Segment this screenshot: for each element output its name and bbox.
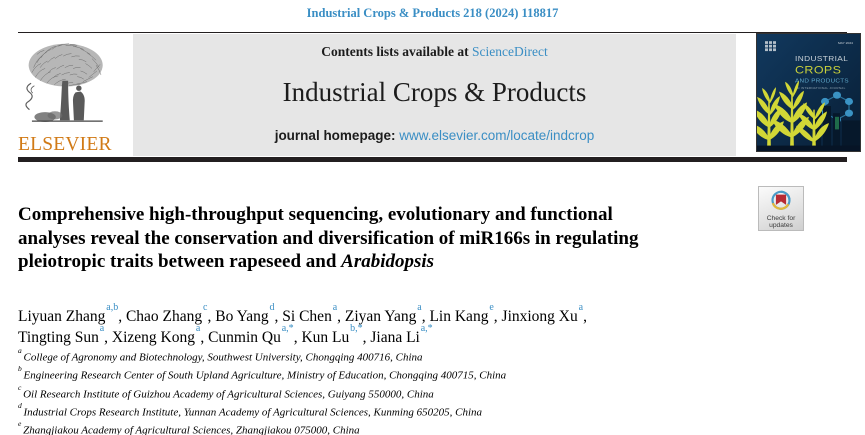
svg-text:AND PRODUCTS: AND PRODUCTS bbox=[795, 79, 849, 85]
svg-text:CROPS: CROPS bbox=[795, 63, 841, 76]
svg-text:MAY 2024: MAY 2024 bbox=[838, 41, 853, 45]
svg-text:INDUSTRIAL: INDUSTRIAL bbox=[795, 54, 848, 63]
svg-text:AN INTERNATIONAL JOURNAL: AN INTERNATIONAL JOURNAL bbox=[795, 86, 846, 90]
